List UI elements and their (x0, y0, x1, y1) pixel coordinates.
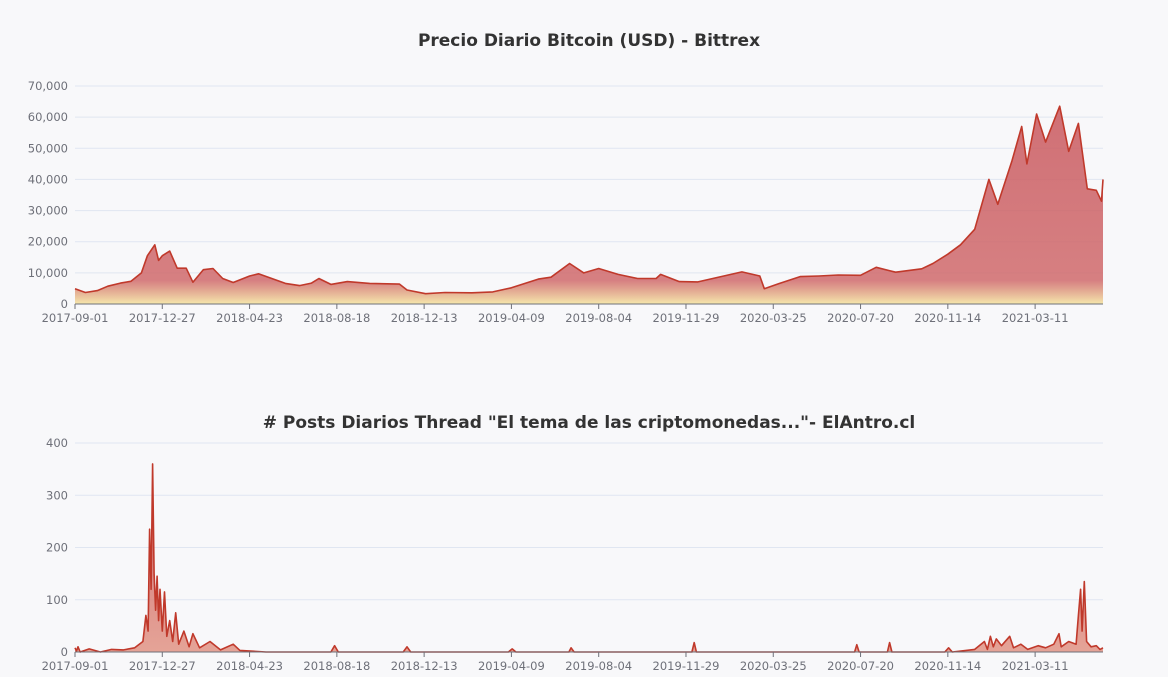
forum-posts-chart: # Posts Diarios Thread "El tema de las c… (42, 413, 1104, 673)
x-tick-label: 2020-03-25 (740, 311, 807, 325)
x-tick-label: 2020-07-20 (827, 659, 894, 673)
y-tick-label: 40,000 (28, 172, 68, 186)
y-axis-labels: 0 100 200 300 400 (46, 436, 68, 659)
x-tick-label: 2019-08-04 (565, 311, 632, 325)
y-tick-label: 30,000 (28, 204, 68, 218)
x-tick-label: 2017-09-01 (42, 311, 109, 325)
x-tick-label: 2020-07-20 (827, 311, 894, 325)
series-area-fill (75, 463, 1103, 652)
x-axis-labels: 2017-09-01 2017-12-27 2018-04-23 2018-08-18… (42, 659, 1069, 673)
x-tick-label: 2017-09-01 (42, 659, 109, 673)
chart-title: Precio Diario Bitcoin (USD) - Bittrex (418, 31, 760, 51)
x-tick-label: 2018-08-18 (303, 659, 370, 673)
x-tick-label: 2019-11-29 (653, 311, 720, 325)
y-tick-label: 10,000 (28, 266, 68, 280)
price-area-series (74, 105, 1104, 304)
y-tick-label: 0 (61, 297, 68, 311)
y-tick-label: 20,000 (28, 235, 68, 249)
posts-area-series (74, 463, 1104, 653)
x-tick-label: 2019-04-09 (478, 659, 545, 673)
x-tick-label: 2021-03-11 (1002, 311, 1069, 325)
x-tick-label: 2019-04-09 (478, 311, 545, 325)
series-line (74, 463, 1104, 653)
y-gridlines (75, 442, 1103, 601)
x-tick-label: 2020-11-14 (914, 311, 981, 325)
series-line (74, 105, 1104, 295)
x-tick-label: 2018-04-23 (216, 659, 283, 673)
x-axis (74, 303, 1103, 309)
y-tick-label: 0 (61, 645, 68, 659)
y-tick-label: 60,000 (28, 110, 68, 124)
series-area-fill (75, 106, 1103, 304)
x-axis-labels: 2017-09-01 2017-12-27 2018-04-23 2018-08-18… (42, 311, 1069, 325)
y-tick-label: 50,000 (28, 141, 68, 155)
x-tick-label: 2018-04-23 (216, 311, 283, 325)
y-tick-label: 100 (46, 593, 68, 607)
y-tick-label: 70,000 (28, 79, 68, 93)
y-tick-label: 400 (46, 436, 68, 450)
bitcoin-price-chart: Precio Diario Bitcoin (USD) - Bittrex 0 1… (28, 31, 1104, 325)
y-tick-label: 300 (46, 488, 68, 502)
x-tick-label: 2020-03-25 (740, 659, 807, 673)
x-tick-label: 2019-08-04 (565, 659, 632, 673)
x-tick-label: 2018-12-13 (391, 311, 458, 325)
y-tick-label: 200 (46, 541, 68, 555)
x-axis (74, 651, 1103, 657)
y-axis-labels: 0 10,000 20,000 30,000 40,000 50,000 60,000 70,… (28, 79, 68, 311)
x-tick-label: 2019-11-29 (653, 659, 720, 673)
x-tick-label: 2018-08-18 (303, 311, 370, 325)
x-tick-label: 2018-12-13 (391, 659, 458, 673)
x-tick-label: 2021-03-11 (1002, 659, 1069, 673)
x-tick-label: 2020-11-14 (914, 659, 981, 673)
y-gridlines (75, 85, 1103, 274)
x-tick-label: 2017-12-27 (129, 311, 196, 325)
chart-title: # Posts Diarios Thread "El tema de las c… (263, 413, 916, 433)
x-tick-label: 2017-12-27 (129, 659, 196, 673)
